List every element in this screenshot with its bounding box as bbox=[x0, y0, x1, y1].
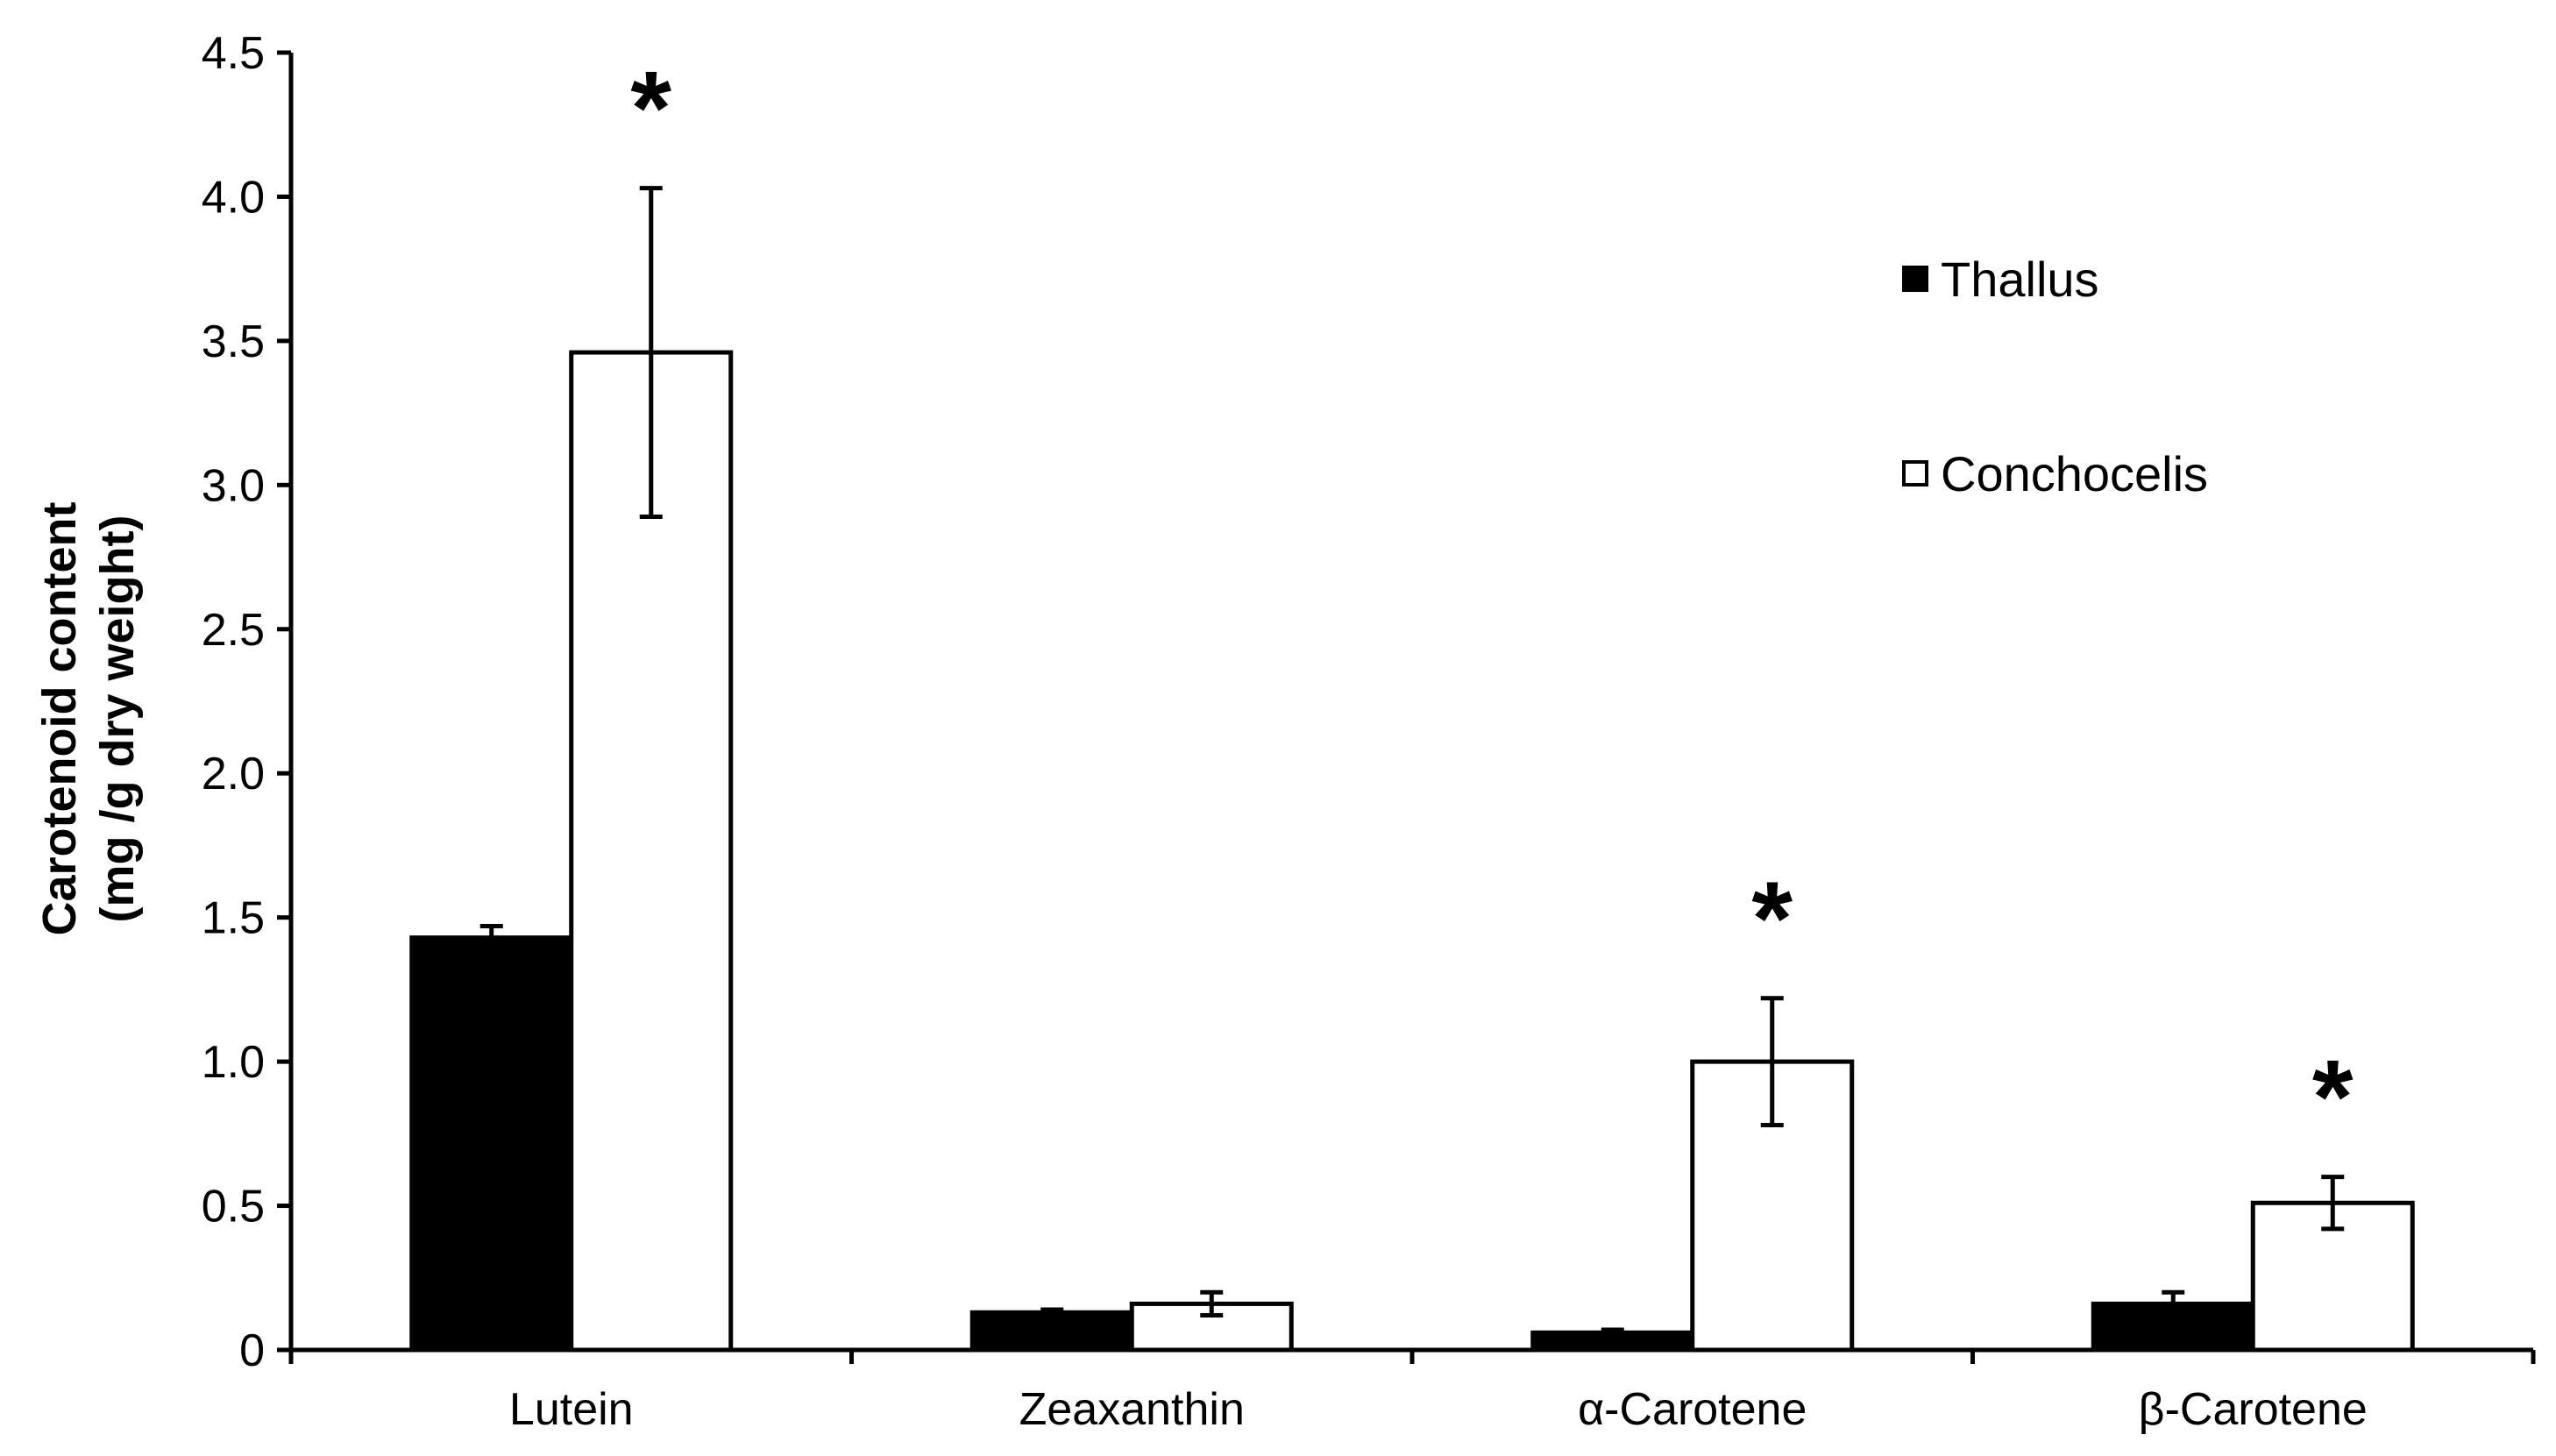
error-bars bbox=[479, 186, 2345, 1339]
significance-asterisk: * bbox=[2312, 1039, 2354, 1156]
legend-label-thallus: Thallus bbox=[1941, 252, 2099, 307]
y-axis-label-line: (mg /g dry weight) bbox=[91, 515, 144, 923]
significance-marks: * * * bbox=[630, 50, 2354, 1156]
x-category-label: Zeaxanthin bbox=[1019, 1384, 1245, 1435]
legend-label-conchocelis: Conchocelis bbox=[1941, 446, 2208, 501]
bar-thallus bbox=[969, 1310, 1134, 1353]
legend-swatch-thallus bbox=[1902, 266, 1928, 292]
legend-swatch-conchocelis bbox=[1902, 460, 1928, 487]
y-axis-label-group: Carotenoid content (mg /g dry weight) bbox=[33, 501, 144, 935]
y-tick-label: 4.5 bbox=[202, 28, 265, 79]
bar-conchocelis bbox=[2250, 1200, 2415, 1353]
legend: Thallus Conchocelis bbox=[1902, 252, 2208, 501]
x-axis: Lutein Zeaxanthin α-Carotene β-Carotene bbox=[288, 1347, 2536, 1435]
significance-asterisk: * bbox=[630, 50, 671, 167]
x-category-label: Lutein bbox=[509, 1384, 634, 1435]
y-tick-label: 3.5 bbox=[202, 316, 265, 367]
bar-conchocelis bbox=[1690, 1059, 1855, 1353]
y-tick-label: 1.0 bbox=[202, 1037, 265, 1088]
y-axis-label-line: Carotenoid content bbox=[33, 501, 86, 935]
y-tick-label: 4.0 bbox=[202, 172, 265, 223]
x-category-label: β-Carotene bbox=[2139, 1384, 2368, 1435]
y-tick-label: 0.5 bbox=[202, 1182, 265, 1232]
y-tick-label: 0 bbox=[239, 1325, 265, 1376]
x-category-label: α-Carotene bbox=[1578, 1384, 1807, 1435]
y-tick-label: 2.0 bbox=[202, 749, 265, 799]
y-axis-label: Carotenoid content (mg /g dry weight) bbox=[33, 501, 144, 935]
y-tick-label: 1.5 bbox=[202, 893, 265, 944]
significance-asterisk: * bbox=[1751, 860, 1793, 977]
bar-thallus bbox=[409, 935, 574, 1353]
y-tick-label: 2.5 bbox=[202, 605, 265, 656]
y-axis: 0 0.5 1.0 1.5 2.0 2.5 3.0 3.5 4.0 4.5 bbox=[202, 28, 294, 1376]
y-tick-label: 3.0 bbox=[202, 460, 265, 511]
bars bbox=[409, 350, 2415, 1353]
